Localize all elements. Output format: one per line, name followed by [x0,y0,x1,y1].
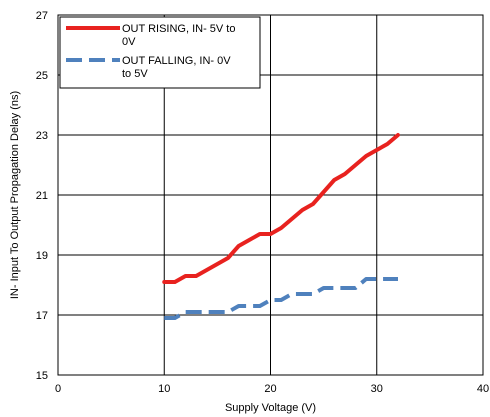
y-tick-label: 21 [36,190,48,202]
x-axis-title: Supply Voltage (V) [225,402,316,414]
grid-lines [58,15,483,375]
plot-frame [57,14,484,376]
legend-label-1: 0V [122,36,136,48]
x-tick-label: 20 [264,383,276,395]
series-layer [162,133,400,320]
legend-box [59,16,261,89]
y-tick-label: 15 [36,370,48,382]
y-axis-ticks: 15 17 19 21 23 25 27 [36,10,48,382]
series-line-2 [164,277,398,320]
y-tick-label: 27 [36,10,48,22]
x-tick-label: 40 [477,383,489,395]
x-tick-label: 30 [371,383,383,395]
x-tick-label: 0 [55,383,61,395]
legend-label-2: to 5V [122,68,148,80]
series-line-1 [162,133,400,284]
y-axis-title: IN- Input To Output Propagation Delay (n… [9,91,21,299]
y-tick-label: 19 [36,250,48,262]
y-tick-label: 25 [36,70,48,82]
y-tick-label: 17 [36,310,48,322]
legend-label-2: OUT FALLING, IN- 0V [122,55,231,67]
x-axis-ticks: 0 10 20 30 40 [55,383,489,395]
legend-label-1: OUT RISING, IN- 5V to [122,23,236,35]
x-tick-label: 10 [158,383,170,395]
y-tick-label: 23 [36,130,48,142]
